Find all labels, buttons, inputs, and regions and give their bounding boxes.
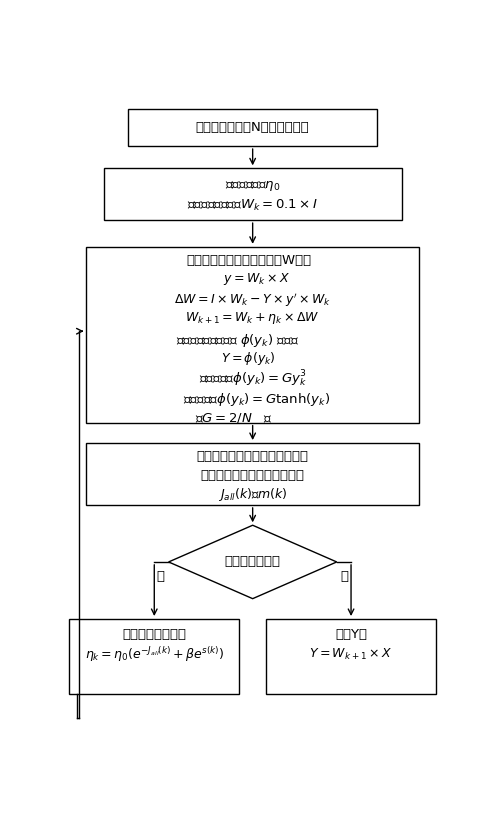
Text: 超高斯分离$\phi(y_k)=G\tanh(y_k)$: 超高斯分离$\phi(y_k)=G\tanh(y_k)$ xyxy=(183,390,330,408)
Text: 输入混合信号（N个数据样点）: 输入混合信号（N个数据样点） xyxy=(196,122,310,134)
Text: $y=W_k\times X$: $y=W_k\times X$ xyxy=(223,271,290,287)
Text: 欠高斯分离$\phi(y_k)=Gy_k^3$: 欠高斯分离$\phi(y_k)=Gy_k^3$ xyxy=(199,369,307,390)
FancyBboxPatch shape xyxy=(86,247,419,423)
Text: 输出Y：: 输出Y： xyxy=(335,628,367,640)
FancyBboxPatch shape xyxy=(104,169,402,220)
FancyBboxPatch shape xyxy=(86,443,419,505)
Text: 迭代计算（获得下次迭代的W）：: 迭代计算（获得下次迭代的W）： xyxy=(186,254,312,267)
Text: 该次迭代输出的峭度累积量计算: 该次迭代输出的峭度累积量计算 xyxy=(197,450,309,464)
FancyBboxPatch shape xyxy=(69,619,239,694)
Polygon shape xyxy=(169,525,337,598)
Text: $J_{all}(k)$及$m(k)$: $J_{all}(k)$及$m(k)$ xyxy=(218,486,287,503)
Text: 选取初始分离矩阵$W_k = 0.1\times I$: 选取初始分离矩阵$W_k = 0.1\times I$ xyxy=(187,198,318,213)
Text: 及峭度累积变化微分项计算：: 及峭度累积变化微分项计算： xyxy=(201,469,305,482)
Text: 否: 否 xyxy=(157,570,165,583)
Text: $\Delta W = I\times W_k - Y\times y^{\prime}\times W_k$: $\Delta W = I\times W_k - Y\times y^{\pr… xyxy=(174,291,331,309)
Text: 达到控制要求？: 达到控制要求？ xyxy=(225,556,281,569)
Text: 取$G = 2/N$   ）: 取$G = 2/N$ ） xyxy=(195,411,273,425)
Text: 选取初始步长$\eta_0$: 选取初始步长$\eta_0$ xyxy=(225,179,281,193)
FancyBboxPatch shape xyxy=(266,619,436,694)
Text: $\eta_k = \eta_0(e^{-J_{all}(k)} + \beta e^{s(k)})$: $\eta_k = \eta_0(e^{-J_{all}(k)} + \beta… xyxy=(85,644,224,663)
Text: （选取的非线性函数 $\phi(y_k)$ 说明：: （选取的非线性函数 $\phi(y_k)$ 说明： xyxy=(176,332,299,349)
Text: $Y = W_{k+1}\times X$: $Y = W_{k+1}\times X$ xyxy=(310,647,392,662)
Text: 是: 是 xyxy=(341,570,349,583)
Text: $W_{k+1} = W_k + \eta_k\times\Delta W$: $W_{k+1} = W_k + \eta_k\times\Delta W$ xyxy=(185,311,320,326)
FancyBboxPatch shape xyxy=(129,109,377,146)
Text: 文中变步长计算：: 文中变步长计算： xyxy=(122,628,186,640)
Text: $Y=\phi(y_k)$: $Y=\phi(y_k)$ xyxy=(221,350,276,367)
